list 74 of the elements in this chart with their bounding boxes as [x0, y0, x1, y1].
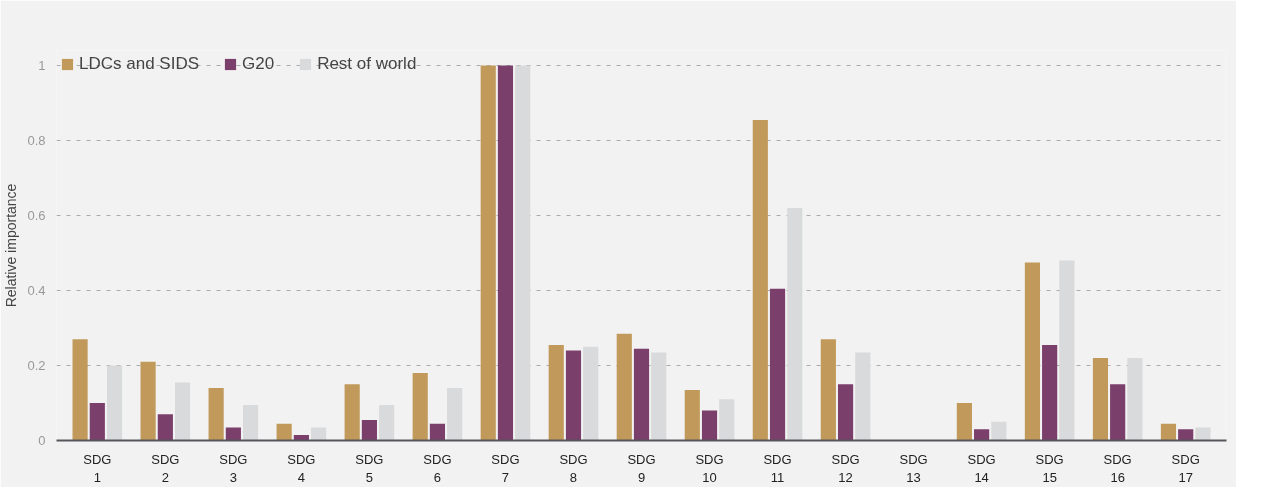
legend-label: Rest of world [317, 54, 417, 74]
legend-label: LDCs and SIDS [79, 54, 199, 74]
bar [1092, 358, 1109, 441]
y-tick-label: 0.2 [27, 358, 46, 373]
bar [701, 410, 718, 441]
bar [684, 389, 700, 441]
bar [769, 288, 786, 441]
bar [106, 365, 123, 441]
bar [565, 350, 582, 441]
bar [361, 419, 377, 441]
bar [344, 384, 360, 441]
x-tick-label: SDG 9 [627, 451, 656, 485]
x-tick-label: SDG 7 [491, 451, 520, 485]
x-tick-label: SDG 3 [219, 451, 248, 485]
bar [583, 346, 599, 441]
bar [497, 65, 514, 441]
bar [651, 352, 667, 441]
bar [140, 361, 156, 441]
legend-label: G20 [242, 54, 275, 74]
bar [379, 404, 395, 441]
bar [311, 427, 327, 441]
bar [616, 333, 632, 441]
x-tick-label: SDG 10 [695, 451, 724, 485]
bar [208, 388, 224, 441]
bar [956, 403, 972, 441]
bar [225, 427, 241, 441]
bar [480, 65, 496, 441]
bar [1024, 262, 1040, 441]
bar [820, 339, 836, 441]
x-tick-label: SDG 17 [1171, 451, 1200, 485]
x-tick-label: SDG 13 [899, 451, 928, 485]
bar [633, 348, 650, 441]
bar [855, 352, 871, 441]
x-tick-label: SDG 6 [423, 451, 452, 485]
bar [412, 373, 428, 441]
bar [974, 429, 990, 441]
bar [89, 403, 105, 441]
x-tick-label: SDG 2 [151, 451, 180, 485]
bar [1195, 427, 1211, 441]
bar [787, 208, 803, 441]
x-tick-label: SDG 8 [559, 451, 588, 485]
x-tick-label: SDG 12 [831, 451, 860, 485]
x-tick-label: SDG 11 [763, 451, 792, 485]
bar [276, 423, 292, 441]
bar [719, 399, 735, 441]
bar [1059, 260, 1075, 441]
bar [1042, 344, 1058, 441]
x-tick-label: SDG 14 [967, 451, 996, 485]
bar [157, 414, 173, 441]
bar [837, 384, 854, 441]
x-tick-label: SDG 5 [355, 451, 384, 485]
y-tick-label: 0.6 [27, 208, 46, 223]
y-axis-title: Relative importance [3, 183, 20, 308]
x-tick-label: SDG 4 [287, 451, 316, 485]
x-tick-label: SDG 1 [83, 451, 112, 485]
y-tick-label: 1 [38, 58, 46, 73]
bar [447, 388, 463, 441]
bar [243, 404, 259, 441]
bar [1160, 423, 1177, 441]
y-tick-label: 0 [38, 433, 46, 448]
y-tick-label: 0.4 [27, 283, 46, 298]
bar [991, 421, 1007, 441]
bar [174, 382, 191, 441]
x-tick-label: SDG 16 [1103, 451, 1132, 485]
bar [752, 119, 768, 441]
y-tick-label: 0.8 [27, 133, 46, 148]
bar [72, 339, 88, 441]
bar [1110, 384, 1126, 441]
bar [429, 423, 446, 441]
bar [1178, 429, 1194, 441]
bar [548, 344, 564, 441]
bar [515, 65, 531, 441]
bar [1127, 358, 1143, 441]
x-tick-label: SDG 15 [1035, 451, 1064, 485]
